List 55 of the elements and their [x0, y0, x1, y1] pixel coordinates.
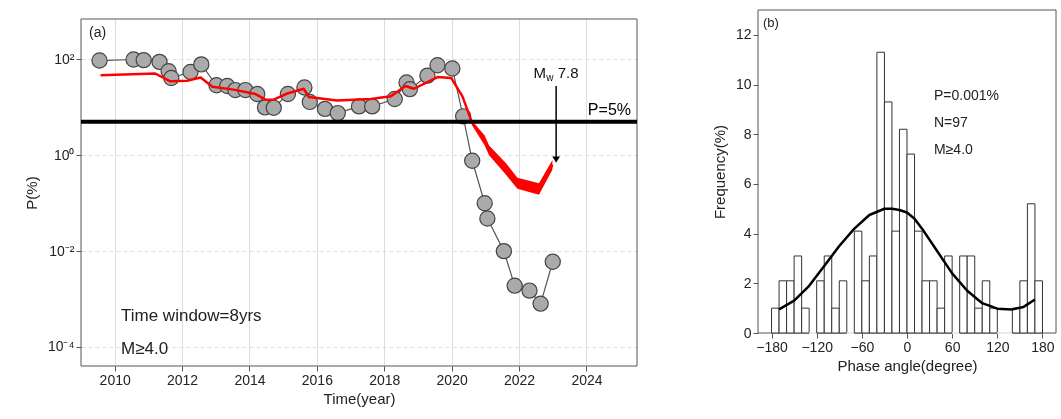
point	[521, 282, 538, 299]
point	[329, 104, 346, 122]
y-tick-label: 12	[735, 26, 752, 43]
point	[464, 152, 481, 169]
point	[265, 99, 282, 116]
x-tick-label: 120	[986, 338, 1010, 355]
point	[91, 52, 108, 69]
y-tick-label: 2	[743, 274, 752, 291]
y-tick-label: 10⁻⁴	[47, 338, 75, 355]
x-tick-label: 2020	[436, 371, 468, 388]
point	[495, 242, 513, 260]
annotation: M≥4.0	[934, 141, 974, 157]
annotation: (b)	[763, 15, 779, 30]
annotation: Time window=8yrs	[121, 306, 262, 325]
x-tick-label: 2022	[503, 371, 536, 388]
x-tick-label: −180	[756, 338, 789, 355]
x-axis-title: Phase angle(degree)	[837, 356, 978, 374]
y-tick-label: 6	[743, 175, 752, 192]
point	[479, 210, 496, 227]
y-tick-label: 8	[743, 125, 752, 142]
y-tick-label: 4	[743, 225, 752, 242]
point	[193, 56, 210, 73]
x-tick-label: −60	[850, 338, 875, 355]
point	[476, 195, 493, 212]
y-tick-label: 0	[743, 324, 752, 341]
x-tick-label: 2024	[571, 371, 603, 388]
y-tick-label: 10⁰	[53, 146, 75, 163]
x-tick-label: 2016	[301, 371, 334, 388]
x-tick-label: 2010	[99, 371, 131, 388]
y-tick-label: 10⁻²	[49, 242, 75, 259]
x-tick-label: 0	[903, 338, 912, 355]
y-axis-title: P(%)	[22, 176, 40, 210]
y-axis-title: Frequency(%)	[710, 124, 728, 220]
point	[444, 60, 461, 77]
point	[363, 98, 381, 115]
ref-line-label: P=5%	[587, 100, 631, 118]
x-tick-label: −120	[801, 338, 834, 355]
y-tick-label: 10	[735, 76, 752, 93]
point	[506, 277, 523, 294]
y-tick-label: 10²	[54, 50, 75, 67]
point	[544, 253, 561, 270]
point	[532, 295, 549, 312]
annotation: N=97	[934, 114, 969, 130]
x-axis-title: Time(year)	[323, 389, 396, 407]
point	[135, 51, 152, 69]
point	[316, 100, 334, 118]
annotation: M≥4.0	[121, 339, 169, 358]
x-tick-label: 60	[944, 338, 961, 355]
annotation: (a)	[89, 24, 107, 40]
x-tick-label: 180	[1031, 338, 1055, 355]
annotation: P=0.001%	[934, 87, 999, 103]
point	[429, 57, 446, 74]
x-tick-label: 2018	[369, 371, 401, 388]
x-tick-label: 2012	[167, 371, 199, 388]
x-tick-label: 2014	[234, 371, 266, 388]
